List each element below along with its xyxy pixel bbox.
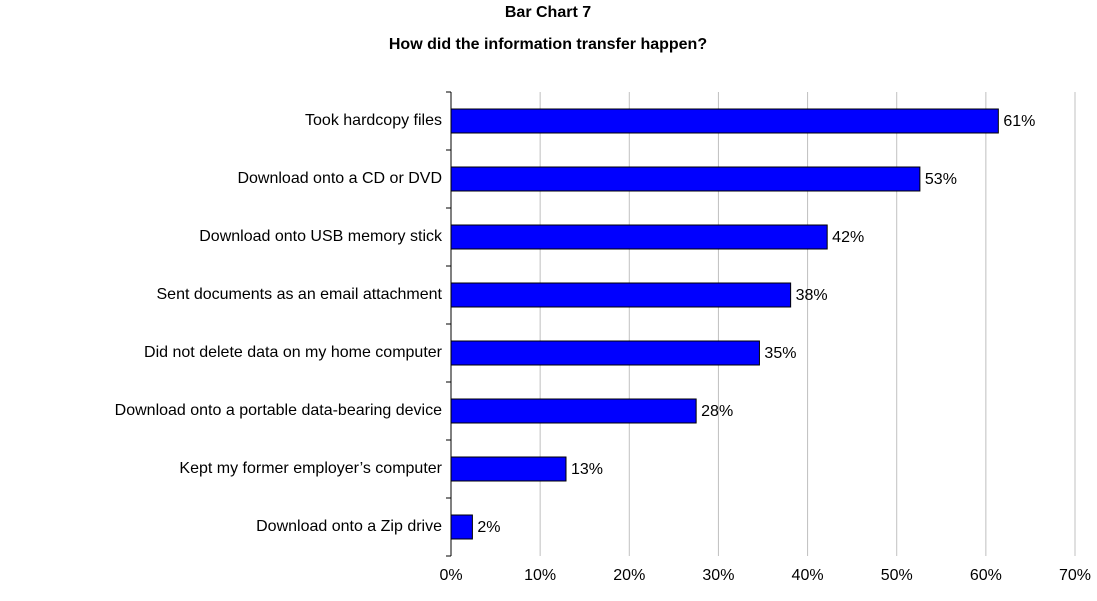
data-label: 38% [796, 287, 828, 304]
data-label: 13% [571, 461, 603, 478]
bar [450, 398, 697, 424]
data-label: 42% [832, 229, 864, 246]
data-label: 2% [477, 519, 500, 536]
bar [450, 340, 760, 366]
x-tick-label: 40% [792, 567, 824, 584]
x-tick-label: 70% [1059, 567, 1091, 584]
bar [450, 224, 828, 250]
y-tick-label: Download onto a portable data-bearing de… [115, 402, 442, 419]
x-tick-label: 0% [439, 567, 462, 584]
x-tick-label: 30% [702, 567, 734, 584]
bar [450, 166, 921, 192]
data-label: 61% [1003, 113, 1035, 130]
y-tick-label: Download onto a CD or DVD [237, 170, 442, 187]
y-tick-label: Did not delete data on my home computer [144, 344, 443, 361]
y-tick-label: Kept my former employer’s computer [179, 460, 442, 477]
x-tick-label: 20% [613, 567, 645, 584]
data-label: 53% [925, 171, 957, 188]
y-tick-label: Sent documents as an email attachment [157, 286, 443, 303]
chart-title: Bar Chart 7 [505, 4, 591, 21]
chart-subtitle: How did the information transfer happen? [389, 36, 707, 53]
bar [450, 514, 473, 540]
x-tick-label: 50% [881, 567, 913, 584]
y-tick-label: Download onto USB memory stick [199, 228, 443, 245]
x-tick-label: 60% [970, 567, 1002, 584]
y-tick-label: Took hardcopy files [305, 112, 442, 129]
bar [450, 456, 567, 482]
data-label: 35% [764, 345, 796, 362]
bar [450, 282, 792, 308]
x-tick-label: 10% [524, 567, 556, 584]
y-tick-label: Download onto a Zip drive [256, 518, 442, 535]
bar [450, 108, 999, 134]
data-label: 28% [701, 403, 733, 420]
